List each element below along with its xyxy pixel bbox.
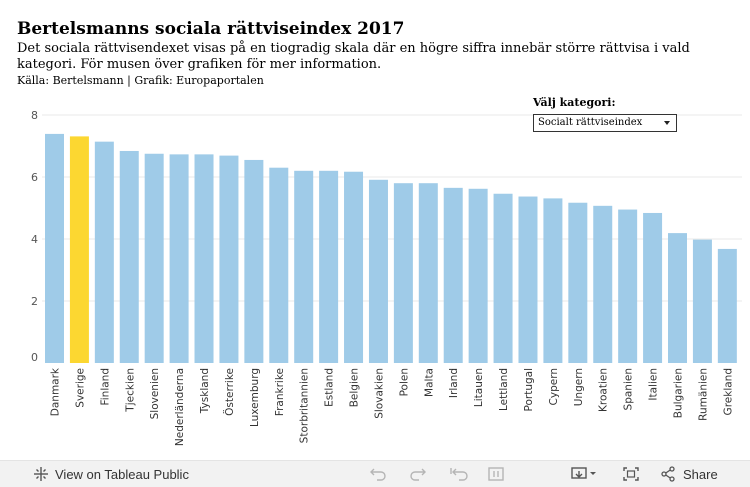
bar-malta[interactable]: Malta: 5.8 [418,183,438,363]
bar-lettland[interactable]: Lettland: 5.46 [493,193,513,363]
redo-button[interactable] [409,461,427,487]
chart-subtitle: Det sociala rättvisendexet visas på en t… [17,41,690,72]
x-tick-label: Ungern [573,368,585,406]
share-button[interactable]: Share [660,461,718,487]
undo-icon [370,468,386,481]
revert-button[interactable] [449,461,469,487]
category-selector: Välj kategori: Socialt rättviseindex [533,96,677,132]
bar-italien[interactable]: Italien: 4.84 [643,212,663,363]
x-tick-label: Rumänien [697,368,709,421]
bar-grekland[interactable]: Grekland: 3.68 [717,248,737,363]
bar-polen[interactable]: Polen: 5.8 [393,183,413,363]
bar-danmark[interactable]: Danmark: 7.39 [45,133,64,363]
x-tick-label: Portugal [523,368,535,412]
bar-portugal[interactable]: Portugal: 5.37 [518,196,538,363]
category-selector-label: Välj kategori: [533,96,616,109]
bar-tjeckien[interactable]: Tjeckien: 6.84 [119,150,139,363]
bar-österrike[interactable]: Österrike: 6.69 [219,155,239,363]
bar-nederländerna[interactable]: Nederländerna: 6.73 [169,154,189,363]
chevron-down-icon [664,121,670,125]
view-on-tableau-button[interactable]: View on Tableau Public [33,461,189,487]
bar-kroatien[interactable]: Kroatien: 5.07 [593,205,613,363]
download-button[interactable] [571,461,597,487]
x-tick-label: Luxemburg [249,368,261,427]
bar-luxemburg[interactable]: Luxemburg: 6.55 [244,159,264,363]
x-tick-label: Grekland [722,368,734,415]
tableau-toolbar: View on Tableau Public [0,460,750,487]
x-tick-label: Österrike [223,368,236,416]
x-tick-label: Polen [398,368,410,396]
bar-finland[interactable]: Finland: 7.14 [94,141,114,363]
download-icon [571,467,596,479]
bar-estland[interactable]: Estland: 6.2 [319,170,339,363]
fullscreen-icon [623,467,639,481]
y-tick-label: 2 [31,295,38,308]
x-tick-label: Tyskland [199,368,211,414]
undo-button[interactable] [369,461,387,487]
x-tick-label: Nederländerna [174,368,186,446]
bar-tyskland[interactable]: Tyskland: 6.73 [194,154,214,363]
x-tick-label: Storbritannien [299,368,311,443]
x-tick-label: Cypern [548,368,560,405]
x-tick-label: Slovenien [149,368,161,419]
bar-cypern[interactable]: Cypern: 5.31 [543,198,563,363]
y-tick-label: 0 [31,351,38,364]
chart-title: Bertelsmanns sociala rättviseindex 2017 [17,19,405,39]
x-tick-label: Frankrike [274,368,286,416]
bar-sverige[interactable]: Sverige: 7.31 [69,136,89,363]
x-tick-label: Danmark [50,367,62,416]
bar-ungern[interactable]: Ungern: 5.17 [568,202,588,363]
x-tick-label: Estland [324,368,336,407]
redo-icon [410,468,426,481]
x-tick-label: Bulgarien [673,368,685,418]
revert-icon [450,468,468,481]
view-on-tableau-label: View on Tableau Public [55,466,189,482]
x-tick-label: Lettland [498,368,510,411]
bar-rumänien[interactable]: Rumänien: 3.98 [692,239,712,363]
x-tick-label: Kroatien [598,368,610,412]
bar-litauen[interactable]: Litauen: 5.62 [468,188,488,363]
bar-bulgarien[interactable]: Bulgarien: 4.19 [668,233,687,363]
x-tick-label: Tjeckien [124,368,136,413]
pause-button[interactable] [487,461,505,487]
x-tick-label: Irland [448,368,460,398]
y-tick-label: 4 [31,233,38,246]
x-tick-label: Malta [423,368,435,397]
x-tick-label: Slovakien [373,368,385,419]
chart-source: Källa: Bertelsmann | Grafik: Europaporta… [17,74,264,87]
bar-chart[interactable]: 0 2 4 6 8 Danmark: 7.39 Danmark Sverige: 7.31 Sv… [0,0,750,460]
bar-storbritannien[interactable]: Storbritannien: 6.2 [294,170,314,363]
x-tick-label: Finland [99,368,111,406]
category-dropdown-value: Socialt rättviseindex [538,117,643,128]
bar-slovenien[interactable]: Slovenien: 6.75 [144,153,164,363]
bar-spanien[interactable]: Spanien: 4.95 [618,209,638,363]
tableau-logo-icon [34,467,48,481]
fullscreen-button[interactable] [622,461,640,487]
x-tick-label: Sverige [74,368,86,408]
y-tick-label: 8 [31,109,38,122]
x-tick-label: Spanien [623,368,635,410]
bar-slovakien[interactable]: Slovakien: 5.91 [368,179,388,363]
pause-icon [488,467,504,481]
x-tick-label: Litauen [473,368,485,407]
x-tick-label: Italien [648,368,660,401]
bar-frankrike[interactable]: Frankrike: 6.3 [269,167,289,363]
bar-belgien[interactable]: Belgien: 6.17 [344,171,364,363]
category-dropdown[interactable]: Socialt rättviseindex [533,114,677,132]
share-label: Share [683,466,718,482]
x-tick-label: Belgien [349,368,361,407]
share-icon [661,466,675,482]
chart-header: Bertelsmanns sociala rättviseindex 2017 … [17,18,742,88]
y-tick-label: 6 [31,171,38,184]
bar-irland[interactable]: Irland: 5.65 [443,187,463,363]
